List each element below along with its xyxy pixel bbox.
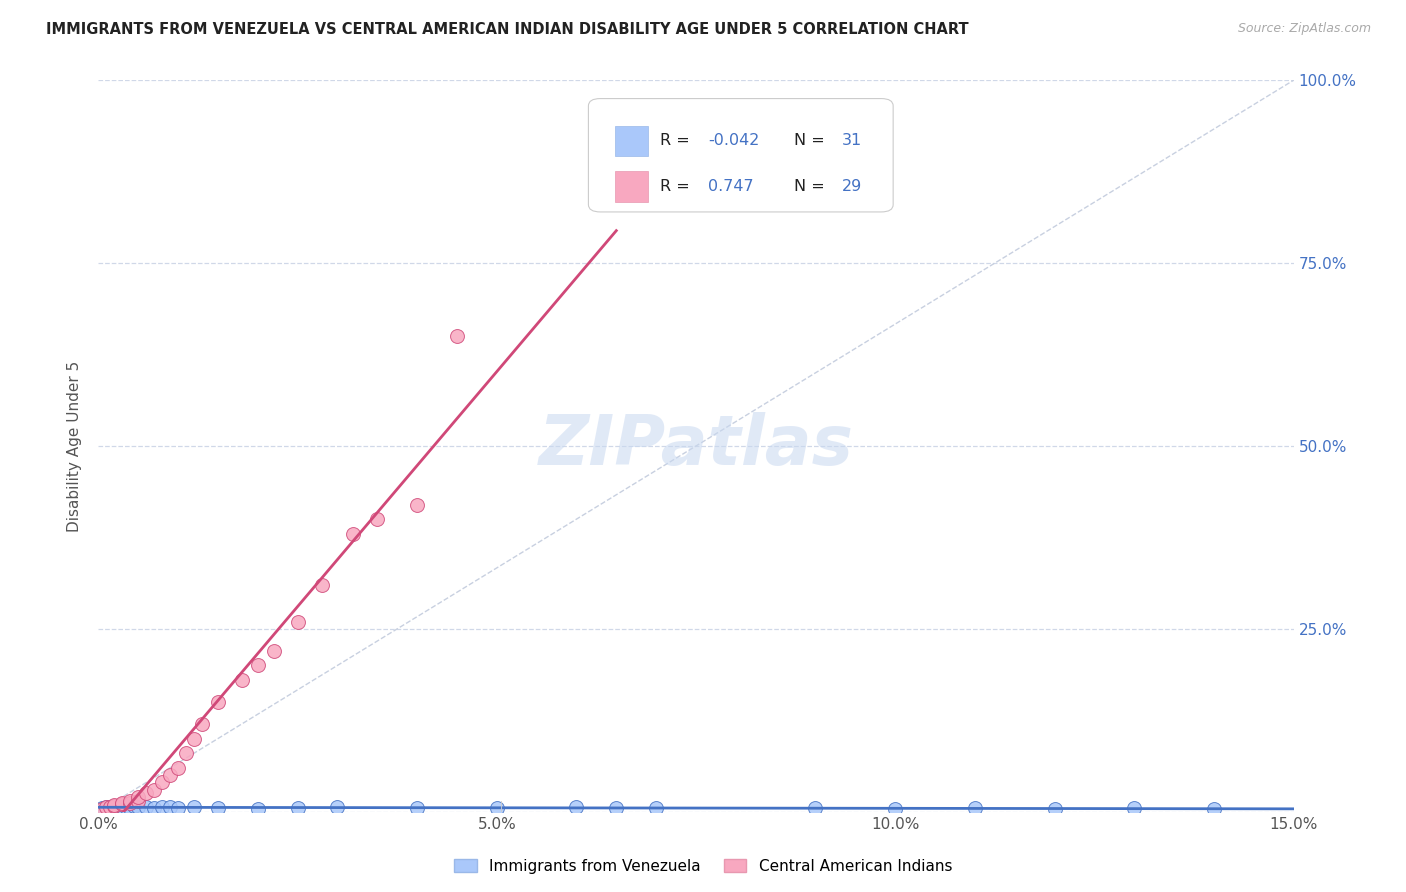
Point <box>98 799 122 814</box>
Point <box>107 801 129 815</box>
Point <box>120 801 142 815</box>
Point <box>127 790 149 805</box>
Point <box>804 801 827 815</box>
Point <box>366 512 388 526</box>
Point <box>485 801 508 815</box>
Text: ZIPatlas: ZIPatlas <box>538 412 853 480</box>
Point <box>103 798 125 813</box>
Point <box>311 578 333 592</box>
Point <box>183 800 205 814</box>
Point <box>124 798 146 813</box>
Point <box>183 731 205 746</box>
Text: N =: N = <box>794 178 830 194</box>
Point <box>96 799 118 814</box>
Point <box>263 644 285 658</box>
Point <box>231 673 253 687</box>
Point <box>111 797 134 812</box>
Y-axis label: Disability Age Under 5: Disability Age Under 5 <box>67 360 83 532</box>
Point <box>406 498 429 512</box>
Point <box>111 796 134 810</box>
Point <box>207 695 229 709</box>
Point <box>645 801 668 815</box>
Point <box>1043 802 1066 816</box>
Point <box>167 761 190 775</box>
Point <box>406 801 429 815</box>
Point <box>342 526 364 541</box>
Point <box>287 615 309 629</box>
FancyBboxPatch shape <box>614 171 648 202</box>
Point <box>246 658 269 673</box>
Text: 29: 29 <box>842 178 862 194</box>
Point <box>115 800 138 814</box>
Point <box>143 782 166 797</box>
Text: 0.747: 0.747 <box>709 178 754 194</box>
Point <box>159 800 181 814</box>
Point <box>98 800 122 814</box>
Point <box>103 798 125 813</box>
Text: R =: R = <box>661 134 695 148</box>
Text: IMMIGRANTS FROM VENEZUELA VS CENTRAL AMERICAN INDIAN DISABILITY AGE UNDER 5 CORR: IMMIGRANTS FROM VENEZUELA VS CENTRAL AME… <box>46 22 969 37</box>
FancyBboxPatch shape <box>614 126 648 156</box>
Text: 31: 31 <box>842 134 862 148</box>
Point <box>963 801 986 815</box>
Point <box>150 775 173 789</box>
Point <box>159 768 181 782</box>
Point <box>174 746 197 760</box>
Point <box>246 802 269 816</box>
Point <box>96 800 118 814</box>
Legend: Immigrants from Venezuela, Central American Indians: Immigrants from Venezuela, Central Ameri… <box>447 853 959 880</box>
Point <box>91 801 114 815</box>
Text: -0.042: -0.042 <box>709 134 759 148</box>
Text: N =: N = <box>794 134 830 148</box>
Point <box>111 799 134 814</box>
Point <box>167 801 190 815</box>
Point <box>127 799 149 814</box>
Point <box>191 717 214 731</box>
Point <box>91 802 114 816</box>
Point <box>127 794 149 808</box>
Point <box>120 794 142 808</box>
Point <box>884 802 907 816</box>
Point <box>1123 801 1146 815</box>
Point <box>287 801 309 815</box>
Point <box>103 798 125 813</box>
Point <box>565 800 588 814</box>
Text: R =: R = <box>661 178 695 194</box>
Point <box>326 800 349 814</box>
Point <box>446 329 468 343</box>
Point <box>120 796 142 810</box>
Point <box>605 801 627 815</box>
Point <box>207 801 229 815</box>
Text: Source: ZipAtlas.com: Source: ZipAtlas.com <box>1237 22 1371 36</box>
Point <box>1202 802 1225 816</box>
Point <box>150 799 173 814</box>
Point <box>143 801 166 815</box>
FancyBboxPatch shape <box>589 99 893 212</box>
Point <box>135 787 157 801</box>
Point <box>135 800 157 814</box>
